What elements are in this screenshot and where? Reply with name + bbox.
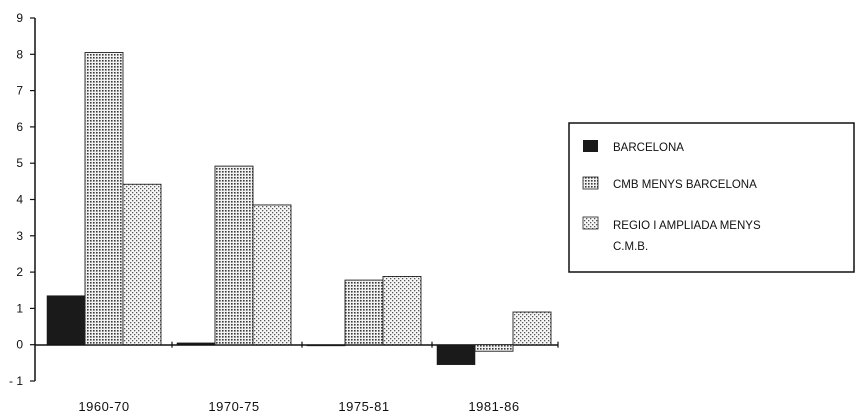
y-tick-label: 4 <box>16 193 23 207</box>
y-tick-label: 0 <box>16 338 23 352</box>
bar-regio-1975-81 <box>382 276 422 346</box>
y-tick-label: 9 <box>16 11 23 25</box>
y-tick-label: 3 <box>16 229 23 243</box>
y-tick-label: 1 <box>16 301 23 315</box>
legend-label-cmb: CMB MENYS BARCELONA <box>613 179 757 191</box>
bar-barcelona-1975-81 <box>306 344 346 347</box>
y-ticks: 9 8 7 6 5 4 3 2 1 0 - 1 <box>9 11 35 388</box>
bar-cmb-1970-75 <box>214 165 254 346</box>
y-tick-label: 8 <box>16 47 23 61</box>
y-tick-label: - 1 <box>9 374 23 388</box>
y-tick-label: 6 <box>16 120 23 134</box>
legend-label-barcelona: BARCELONA <box>613 142 684 154</box>
legend-label-regio-line1: REGIO I AMPLIADA MENYS <box>613 220 761 232</box>
category-label: 1975-81 <box>338 399 389 414</box>
bar-barcelona-1970-75 <box>176 342 216 345</box>
bar-cmb-1981-86 <box>474 344 514 352</box>
bar-regio-1960-70 <box>122 183 162 346</box>
category-label: 1970-75 <box>208 399 259 414</box>
legend-label-regio-line2: C.M.B. <box>613 241 648 253</box>
category-label: 1960-70 <box>78 399 129 414</box>
category-labels: 1960-70 1970-75 1975-81 1981-86 <box>78 399 519 414</box>
bar-cmb-1960-70 <box>84 52 124 346</box>
bar-regio-1970-75 <box>252 204 292 346</box>
y-tick-label: 2 <box>16 265 23 279</box>
bar-cmb-1975-81 <box>344 279 384 346</box>
y-tick-label: 5 <box>16 156 23 170</box>
bar-barcelona-1981-86 <box>436 344 476 365</box>
legend-swatch-regio <box>582 216 599 230</box>
x-ticks <box>171 341 559 348</box>
legend-swatch-barcelona <box>583 140 598 152</box>
category-label: 1981-86 <box>468 399 519 414</box>
bar-barcelona-1960-70 <box>46 295 86 345</box>
legend-box <box>568 122 855 273</box>
bars <box>46 52 552 365</box>
legend: BARCELONA CMB MENYS BARCELONA REGIO I AM… <box>568 122 855 273</box>
y-tick-label: 7 <box>16 84 23 98</box>
legend-swatch-cmb <box>582 176 599 190</box>
bar-regio-1981-86 <box>512 311 552 346</box>
